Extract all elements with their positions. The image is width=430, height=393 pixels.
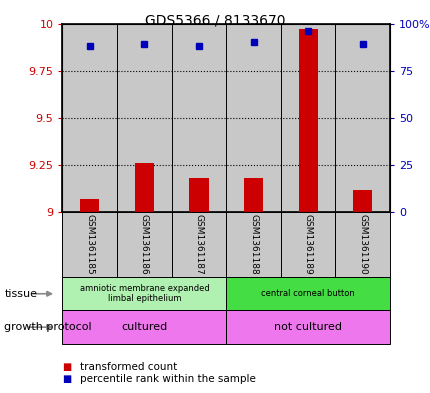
Bar bbox=[226, 24, 280, 212]
Bar bbox=[171, 24, 226, 212]
Bar bbox=[62, 310, 226, 344]
Bar bbox=[280, 212, 335, 277]
Text: not cultured: not cultured bbox=[273, 322, 341, 332]
Bar bbox=[171, 212, 226, 277]
Text: transformed count: transformed count bbox=[80, 362, 177, 373]
Text: tissue: tissue bbox=[4, 289, 37, 299]
Bar bbox=[135, 163, 154, 212]
Bar bbox=[117, 24, 171, 212]
Text: cultured: cultured bbox=[121, 322, 167, 332]
Text: GSM1361188: GSM1361188 bbox=[249, 214, 258, 275]
Bar bbox=[353, 189, 372, 212]
Bar bbox=[62, 24, 117, 212]
Text: GSM1361185: GSM1361185 bbox=[85, 214, 94, 275]
Bar bbox=[335, 212, 389, 277]
Bar bbox=[298, 29, 317, 212]
Text: amniotic membrane expanded
limbal epithelium: amniotic membrane expanded limbal epithe… bbox=[79, 284, 209, 303]
Text: GSM1361189: GSM1361189 bbox=[303, 214, 312, 275]
Text: percentile rank within the sample: percentile rank within the sample bbox=[80, 374, 255, 384]
Bar bbox=[226, 277, 389, 310]
Text: GSM1361186: GSM1361186 bbox=[140, 214, 148, 275]
Text: growth protocol: growth protocol bbox=[4, 322, 92, 332]
Bar bbox=[189, 178, 208, 212]
Bar bbox=[226, 212, 280, 277]
Bar bbox=[243, 178, 262, 212]
Text: GDS5366 / 8133670: GDS5366 / 8133670 bbox=[145, 14, 285, 28]
Text: GSM1361190: GSM1361190 bbox=[357, 214, 366, 275]
Bar bbox=[117, 212, 171, 277]
Bar bbox=[62, 212, 117, 277]
Bar bbox=[335, 24, 389, 212]
Bar bbox=[80, 199, 99, 212]
Text: ■: ■ bbox=[62, 362, 71, 373]
Text: GSM1361187: GSM1361187 bbox=[194, 214, 203, 275]
Bar bbox=[280, 24, 335, 212]
Text: ■: ■ bbox=[62, 374, 71, 384]
Bar bbox=[62, 277, 226, 310]
Text: central corneal button: central corneal button bbox=[261, 289, 354, 298]
Bar bbox=[226, 310, 389, 344]
